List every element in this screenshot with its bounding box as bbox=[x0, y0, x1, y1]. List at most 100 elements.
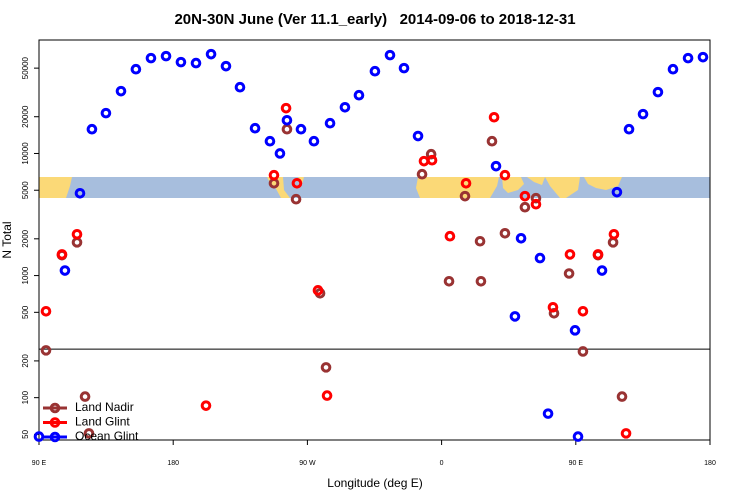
legend-marker bbox=[49, 402, 61, 414]
point bbox=[59, 265, 71, 276]
point bbox=[682, 52, 694, 64]
point bbox=[339, 101, 351, 113]
point bbox=[519, 190, 531, 202]
point bbox=[295, 123, 307, 135]
point bbox=[71, 228, 83, 240]
point bbox=[160, 50, 172, 62]
point bbox=[592, 249, 604, 260]
point bbox=[175, 56, 187, 68]
point bbox=[418, 155, 430, 167]
point bbox=[308, 135, 320, 147]
point bbox=[205, 48, 217, 60]
x-tick-label: 0 bbox=[440, 460, 444, 467]
point bbox=[249, 122, 261, 134]
point bbox=[460, 177, 472, 189]
point bbox=[459, 190, 471, 202]
point bbox=[515, 232, 527, 244]
y-tick-label: 1000 bbox=[21, 266, 30, 284]
point bbox=[320, 362, 332, 373]
point bbox=[564, 249, 576, 260]
point bbox=[264, 135, 276, 147]
point bbox=[486, 135, 498, 147]
chart-title: 20N-30N June (Ver 11.1_early) 2014-09-06… bbox=[174, 11, 575, 28]
point bbox=[33, 431, 45, 442]
point bbox=[652, 86, 664, 98]
x-tick-label: 90 W bbox=[299, 460, 316, 467]
point bbox=[637, 108, 649, 120]
point bbox=[290, 193, 302, 205]
point bbox=[412, 130, 424, 142]
x-axis-label: Longitude (deg E) bbox=[327, 476, 422, 490]
x-tick-label: 90 E bbox=[569, 460, 584, 467]
legend-label: Land Glint bbox=[75, 415, 130, 429]
point bbox=[623, 123, 635, 135]
point bbox=[488, 111, 500, 123]
y-tick-label: 5000 bbox=[21, 181, 30, 199]
point bbox=[534, 252, 546, 264]
point bbox=[490, 160, 502, 172]
y-tick-label: 50000 bbox=[21, 56, 30, 79]
point bbox=[608, 228, 620, 240]
point bbox=[79, 391, 91, 402]
point bbox=[444, 230, 456, 242]
point bbox=[74, 187, 86, 199]
point bbox=[474, 235, 486, 247]
point bbox=[499, 169, 511, 181]
y-axis-label: N Total bbox=[0, 221, 14, 258]
point bbox=[115, 85, 127, 97]
point bbox=[220, 60, 232, 72]
point bbox=[577, 346, 589, 357]
y-tick-label: 10000 bbox=[21, 142, 30, 165]
point bbox=[509, 311, 521, 322]
legend-marker bbox=[49, 431, 61, 443]
point bbox=[71, 237, 83, 248]
point bbox=[443, 275, 455, 287]
point bbox=[616, 391, 628, 402]
plot-frame bbox=[38, 39, 711, 441]
point bbox=[200, 400, 212, 411]
x-tick-label: 90 E bbox=[32, 460, 47, 467]
point bbox=[569, 325, 581, 336]
point bbox=[281, 123, 293, 135]
point bbox=[130, 63, 142, 75]
point bbox=[547, 301, 559, 313]
legend-label: Land Nadir bbox=[75, 400, 134, 414]
y-tick-label: 50 bbox=[21, 429, 30, 438]
point bbox=[572, 431, 584, 442]
point bbox=[530, 192, 542, 204]
point bbox=[519, 201, 531, 213]
point bbox=[86, 123, 98, 135]
point bbox=[398, 62, 410, 74]
point bbox=[56, 249, 68, 260]
point bbox=[281, 114, 293, 126]
point bbox=[321, 390, 333, 401]
point bbox=[596, 265, 608, 276]
map-strip bbox=[39, 177, 710, 198]
y-tick-label: 20000 bbox=[21, 105, 30, 128]
point bbox=[324, 117, 336, 129]
point bbox=[425, 148, 437, 160]
point bbox=[667, 63, 679, 75]
point bbox=[416, 168, 428, 180]
point bbox=[426, 154, 438, 166]
point bbox=[542, 408, 554, 419]
x-tick-label: 180 bbox=[167, 460, 179, 467]
point bbox=[620, 428, 632, 439]
point bbox=[577, 305, 589, 317]
y-tick-label: 500 bbox=[21, 305, 30, 319]
point bbox=[607, 237, 619, 248]
legend-marker bbox=[49, 417, 61, 428]
point bbox=[40, 305, 52, 317]
point bbox=[234, 81, 246, 93]
point bbox=[353, 89, 365, 101]
y-tick-label: 100 bbox=[21, 390, 30, 404]
point bbox=[190, 57, 202, 69]
point bbox=[499, 227, 511, 239]
point bbox=[475, 275, 487, 287]
point bbox=[274, 148, 286, 159]
point bbox=[100, 107, 112, 119]
point bbox=[312, 285, 324, 296]
point bbox=[145, 52, 157, 64]
point bbox=[697, 51, 709, 63]
